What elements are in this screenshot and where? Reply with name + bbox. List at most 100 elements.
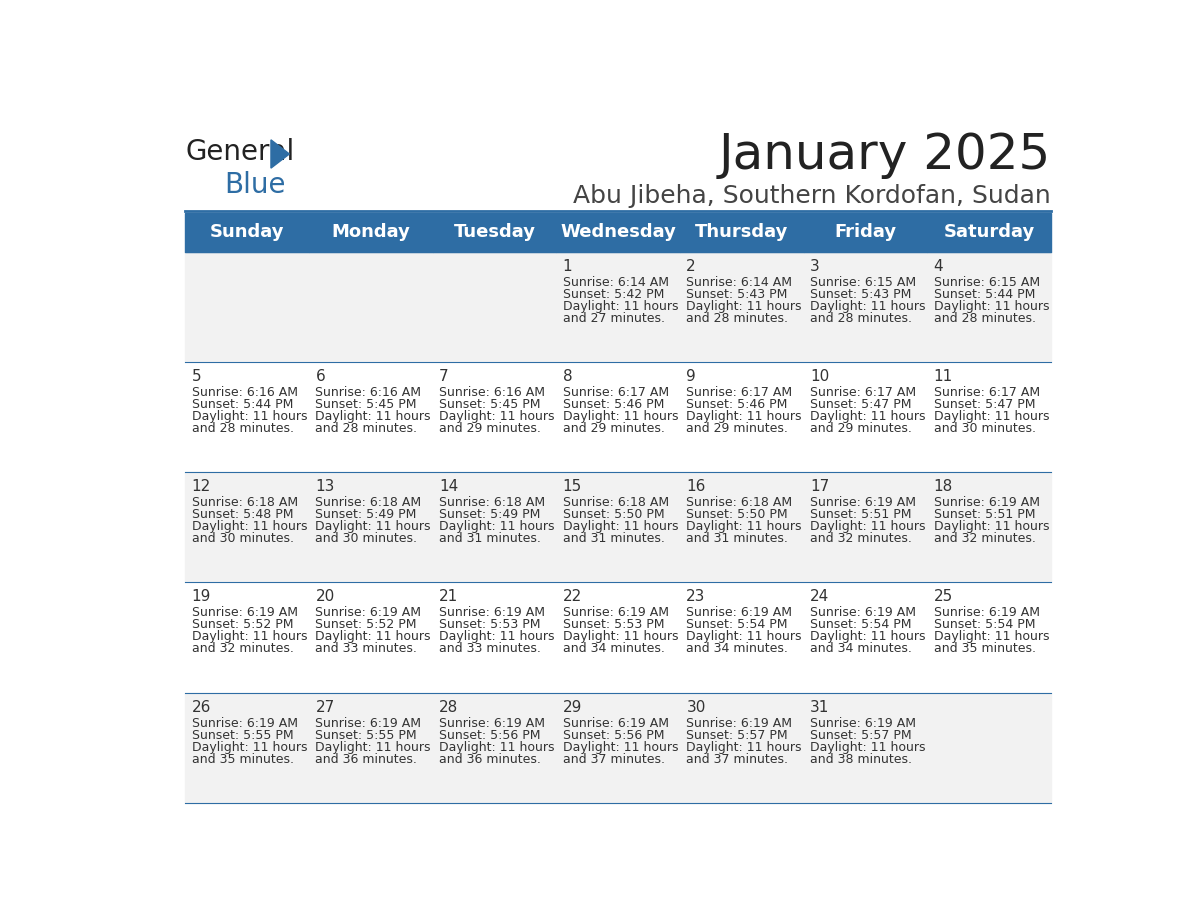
Text: 5: 5 (191, 369, 202, 384)
Bar (185, 472, 1051, 582)
Text: Daylight: 11 hours: Daylight: 11 hours (315, 409, 431, 423)
Text: Sunset: 5:47 PM: Sunset: 5:47 PM (810, 397, 911, 411)
Text: and 30 minutes.: and 30 minutes. (191, 532, 293, 545)
Bar (680, 213, 803, 252)
Text: Sunset: 5:48 PM: Sunset: 5:48 PM (191, 509, 293, 521)
Text: 13: 13 (315, 479, 335, 494)
Text: and 37 minutes.: and 37 minutes. (687, 753, 789, 766)
Text: Sunrise: 6:14 AM: Sunrise: 6:14 AM (563, 275, 669, 288)
Bar (185, 213, 309, 252)
Text: Sunset: 5:49 PM: Sunset: 5:49 PM (315, 509, 417, 521)
Text: and 28 minutes.: and 28 minutes. (810, 311, 912, 325)
Text: 31: 31 (810, 700, 829, 715)
Text: Sunrise: 6:19 AM: Sunrise: 6:19 AM (191, 607, 298, 620)
Text: and 31 minutes.: and 31 minutes. (440, 532, 541, 545)
Text: Sunrise: 6:18 AM: Sunrise: 6:18 AM (191, 496, 298, 509)
Text: and 34 minutes.: and 34 minutes. (563, 643, 664, 655)
Text: Sunset: 5:46 PM: Sunset: 5:46 PM (563, 397, 664, 411)
Text: 7: 7 (440, 369, 449, 384)
Text: Sunset: 5:43 PM: Sunset: 5:43 PM (810, 287, 911, 300)
Bar (185, 362, 1051, 472)
Text: 17: 17 (810, 479, 829, 494)
Text: Blue: Blue (225, 171, 285, 199)
Text: Daylight: 11 hours: Daylight: 11 hours (191, 741, 308, 754)
Text: 24: 24 (810, 589, 829, 604)
Text: Daylight: 11 hours: Daylight: 11 hours (563, 299, 678, 313)
Text: General: General (185, 139, 295, 166)
Bar (185, 252, 1051, 362)
Text: 14: 14 (440, 479, 459, 494)
Text: Sunset: 5:51 PM: Sunset: 5:51 PM (810, 509, 911, 521)
Text: Sunrise: 6:19 AM: Sunrise: 6:19 AM (687, 607, 792, 620)
Text: and 36 minutes.: and 36 minutes. (315, 753, 417, 766)
Text: and 34 minutes.: and 34 minutes. (687, 643, 788, 655)
Text: 25: 25 (934, 589, 953, 604)
Text: Abu Jibeha, Southern Kordofan, Sudan: Abu Jibeha, Southern Kordofan, Sudan (573, 185, 1051, 208)
Text: Sunset: 5:49 PM: Sunset: 5:49 PM (440, 509, 541, 521)
Text: Sunset: 5:52 PM: Sunset: 5:52 PM (191, 619, 293, 632)
Text: Sunset: 5:52 PM: Sunset: 5:52 PM (315, 619, 417, 632)
Text: Sunrise: 6:18 AM: Sunrise: 6:18 AM (440, 496, 545, 509)
Text: Daylight: 11 hours: Daylight: 11 hours (810, 409, 925, 423)
Text: 27: 27 (315, 700, 335, 715)
Text: Sunrise: 6:19 AM: Sunrise: 6:19 AM (563, 717, 669, 730)
Text: Sunset: 5:45 PM: Sunset: 5:45 PM (440, 397, 541, 411)
Text: Sunset: 5:53 PM: Sunset: 5:53 PM (440, 619, 541, 632)
Text: Sunrise: 6:15 AM: Sunrise: 6:15 AM (934, 275, 1040, 288)
Text: and 29 minutes.: and 29 minutes. (687, 422, 788, 435)
Text: Sunrise: 6:15 AM: Sunrise: 6:15 AM (810, 275, 916, 288)
Text: Sunset: 5:53 PM: Sunset: 5:53 PM (563, 619, 664, 632)
Text: Sunset: 5:57 PM: Sunset: 5:57 PM (687, 729, 788, 742)
Text: 10: 10 (810, 369, 829, 384)
Text: Daylight: 11 hours: Daylight: 11 hours (934, 409, 1049, 423)
Text: 21: 21 (440, 589, 459, 604)
Text: 9: 9 (687, 369, 696, 384)
Text: Daylight: 11 hours: Daylight: 11 hours (191, 409, 308, 423)
Text: and 31 minutes.: and 31 minutes. (563, 532, 664, 545)
Text: Sunset: 5:45 PM: Sunset: 5:45 PM (315, 397, 417, 411)
Text: Sunrise: 6:18 AM: Sunrise: 6:18 AM (687, 496, 792, 509)
Text: 18: 18 (934, 479, 953, 494)
Text: Sunrise: 6:18 AM: Sunrise: 6:18 AM (563, 496, 669, 509)
Text: Sunrise: 6:19 AM: Sunrise: 6:19 AM (810, 717, 916, 730)
Text: Sunset: 5:54 PM: Sunset: 5:54 PM (810, 619, 911, 632)
Text: Sunset: 5:44 PM: Sunset: 5:44 PM (191, 397, 293, 411)
Text: Daylight: 11 hours: Daylight: 11 hours (563, 521, 678, 533)
Text: and 36 minutes.: and 36 minutes. (440, 753, 541, 766)
Text: Sunset: 5:42 PM: Sunset: 5:42 PM (563, 287, 664, 300)
Text: 12: 12 (191, 479, 211, 494)
Text: Daylight: 11 hours: Daylight: 11 hours (191, 521, 308, 533)
Text: January 2025: January 2025 (719, 131, 1051, 179)
Text: Daylight: 11 hours: Daylight: 11 hours (563, 631, 678, 644)
Text: Daylight: 11 hours: Daylight: 11 hours (810, 741, 925, 754)
Text: Daylight: 11 hours: Daylight: 11 hours (810, 631, 925, 644)
Text: and 37 minutes.: and 37 minutes. (563, 753, 664, 766)
Text: Sunrise: 6:17 AM: Sunrise: 6:17 AM (810, 386, 916, 398)
Text: and 30 minutes.: and 30 minutes. (934, 422, 1036, 435)
Text: and 28 minutes.: and 28 minutes. (934, 311, 1036, 325)
Text: Sunset: 5:50 PM: Sunset: 5:50 PM (563, 509, 664, 521)
Text: and 32 minutes.: and 32 minutes. (934, 532, 1036, 545)
Text: and 32 minutes.: and 32 minutes. (191, 643, 293, 655)
Text: Sunrise: 6:19 AM: Sunrise: 6:19 AM (315, 607, 422, 620)
Polygon shape (271, 140, 290, 168)
Bar (432, 213, 556, 252)
Text: and 35 minutes.: and 35 minutes. (934, 643, 1036, 655)
Text: Sunrise: 6:17 AM: Sunrise: 6:17 AM (687, 386, 792, 398)
Text: Sunset: 5:55 PM: Sunset: 5:55 PM (191, 729, 293, 742)
Text: Sunrise: 6:19 AM: Sunrise: 6:19 AM (315, 717, 422, 730)
Text: Daylight: 11 hours: Daylight: 11 hours (440, 409, 555, 423)
Text: 20: 20 (315, 589, 335, 604)
Text: Sunset: 5:57 PM: Sunset: 5:57 PM (810, 729, 911, 742)
Text: Sunset: 5:46 PM: Sunset: 5:46 PM (687, 397, 788, 411)
Text: Daylight: 11 hours: Daylight: 11 hours (687, 741, 802, 754)
Text: Sunday: Sunday (210, 223, 284, 241)
Text: Wednesday: Wednesday (560, 223, 676, 241)
Text: Daylight: 11 hours: Daylight: 11 hours (563, 741, 678, 754)
Text: and 29 minutes.: and 29 minutes. (810, 422, 912, 435)
Text: Sunrise: 6:19 AM: Sunrise: 6:19 AM (440, 607, 545, 620)
Text: 23: 23 (687, 589, 706, 604)
Text: Sunrise: 6:19 AM: Sunrise: 6:19 AM (440, 717, 545, 730)
Text: Daylight: 11 hours: Daylight: 11 hours (810, 521, 925, 533)
Text: Sunrise: 6:14 AM: Sunrise: 6:14 AM (687, 275, 792, 288)
